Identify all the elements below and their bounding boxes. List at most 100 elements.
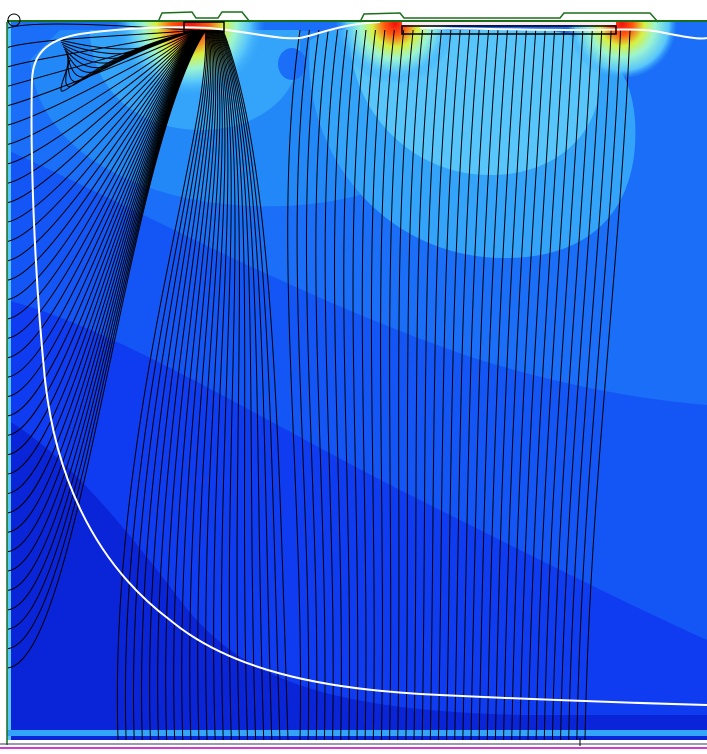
- flux-line-left-12: [7, 29, 200, 262]
- flux-line-left-6: [7, 29, 199, 145]
- flux-line-right-33: [568, 29, 612, 740]
- flux-line-right-1: [296, 29, 310, 740]
- flux-line-left-4: [7, 29, 198, 107]
- flux-line-right-13: [405, 29, 424, 740]
- flux-line-right-19: [454, 29, 480, 740]
- flux-line-right-26: [511, 29, 546, 740]
- flux-line-left-23: [7, 29, 204, 475]
- flux-line-down-12: [213, 29, 229, 740]
- flux-line-down-6: [165, 29, 215, 740]
- flux-line-right-8: [361, 29, 376, 740]
- flux-line-left-17: [7, 29, 202, 359]
- flux-line-left-21: [7, 29, 203, 436]
- flux-line-down-13: [215, 29, 232, 740]
- flux-line-right-5: [333, 29, 348, 740]
- right-contact: [401, 25, 617, 35]
- flux-line-right-16: [429, 29, 452, 740]
- flux-line-right-6: [343, 29, 358, 740]
- corner-marker: [7, 13, 21, 27]
- flux-line-down-11: [205, 29, 226, 740]
- pocket-right: [680, 56, 707, 104]
- flux-line-left-7: [7, 29, 199, 165]
- flux-line-left-10: [7, 29, 200, 223]
- flux-line-left-20: [7, 29, 203, 417]
- flux-line-down-9: [189, 29, 221, 740]
- hot-spot-mid: [328, 22, 468, 83]
- flux-line-down-1: [124, 29, 208, 740]
- flux-line-right-22: [478, 29, 508, 740]
- flux-line-right-14: [413, 29, 433, 740]
- oxide-strip-mid: [402, 22, 616, 25]
- flux-line-down-10: [197, 29, 223, 740]
- flux-line-down-3: [141, 29, 210, 740]
- flux-line-right-24: [494, 29, 527, 740]
- flux-line-down-18: [219, 29, 265, 740]
- flux-line-right-25: [503, 29, 537, 740]
- flux-line-left-22: [7, 29, 204, 456]
- flux-line-left-5: [7, 29, 198, 126]
- flux-line-right-35: [584, 29, 631, 740]
- flux-line-left-14: [7, 29, 201, 301]
- flux-line-right-34: [576, 29, 622, 740]
- flux-line-right-17: [437, 29, 461, 740]
- flux-line-down-5: [157, 29, 213, 740]
- flux-line-right-12: [397, 29, 414, 740]
- flux-line-left-26: [7, 29, 205, 533]
- flux-line-left-28: [7, 29, 205, 572]
- flux-lines-group: [7, 23, 631, 740]
- flux-line-down-17: [219, 29, 257, 740]
- flux-line-down-21: [222, 29, 289, 740]
- flux-line-left-9: [7, 29, 200, 204]
- field-contour-bands: [7, 22, 707, 740]
- flux-line-right-30: [543, 29, 584, 740]
- left-edge-strip: [7, 22, 11, 740]
- flux-line-left-24: [7, 29, 204, 494]
- flux-line-right-21: [470, 29, 499, 740]
- flux-line-left-18: [7, 29, 202, 378]
- flux-line-left-13: [7, 29, 201, 281]
- flux-line-left-31: [7, 29, 206, 630]
- flux-line-right-7: [352, 29, 367, 740]
- flux-line-down-19: [220, 29, 273, 740]
- left-contact: [183, 21, 225, 33]
- flux-line-down-0: [116, 29, 207, 740]
- flux-line-down-14: [216, 29, 236, 740]
- flux-line-left-19: [7, 29, 203, 397]
- flux-line-left-25: [7, 29, 204, 514]
- flux-line-right-28: [527, 29, 565, 740]
- flux-line-down-20: [221, 29, 281, 740]
- flux-line-right-10: [380, 29, 395, 740]
- pocket-left: [278, 48, 306, 80]
- flux-line-right-29: [535, 29, 574, 740]
- flux-line-right-11: [389, 29, 405, 740]
- flux-line-right-9: [370, 29, 386, 740]
- flux-line-left-11: [7, 29, 200, 242]
- flux-line-right-3: [315, 29, 329, 740]
- flux-line-left-2: [7, 29, 197, 68]
- flux-line-right-27: [519, 29, 556, 740]
- flux-line-right-20: [462, 29, 490, 740]
- flux-line-down-16: [218, 29, 249, 740]
- flux-line-right-23: [486, 29, 518, 740]
- flux-line-right-18: [446, 29, 471, 740]
- flux-line-left-29: [7, 29, 206, 591]
- flux-line-down-15: [217, 29, 240, 740]
- flux-line-right-31: [551, 29, 593, 740]
- flux-line-right-32: [560, 29, 603, 740]
- flux-line-right-4: [324, 29, 339, 740]
- depletion-boundary-line: [30, 21, 707, 706]
- flux-line-down-7: [173, 29, 217, 740]
- flux-line-left-15: [7, 29, 201, 320]
- flux-line-down-8: [181, 29, 219, 740]
- device-outline: [0, 11, 707, 749]
- flux-line-down-2: [133, 29, 209, 740]
- flux-line-right-15: [421, 29, 442, 740]
- flux-line-curl-9: [60, 29, 201, 92]
- flux-line-left-8: [7, 29, 199, 184]
- flux-line-left-33: [7, 29, 207, 669]
- gate-outline-left: [157, 11, 251, 23]
- flux-line-left-16: [7, 29, 202, 339]
- gate-outline-mid: [359, 12, 659, 23]
- flux-line-right-2: [305, 29, 320, 740]
